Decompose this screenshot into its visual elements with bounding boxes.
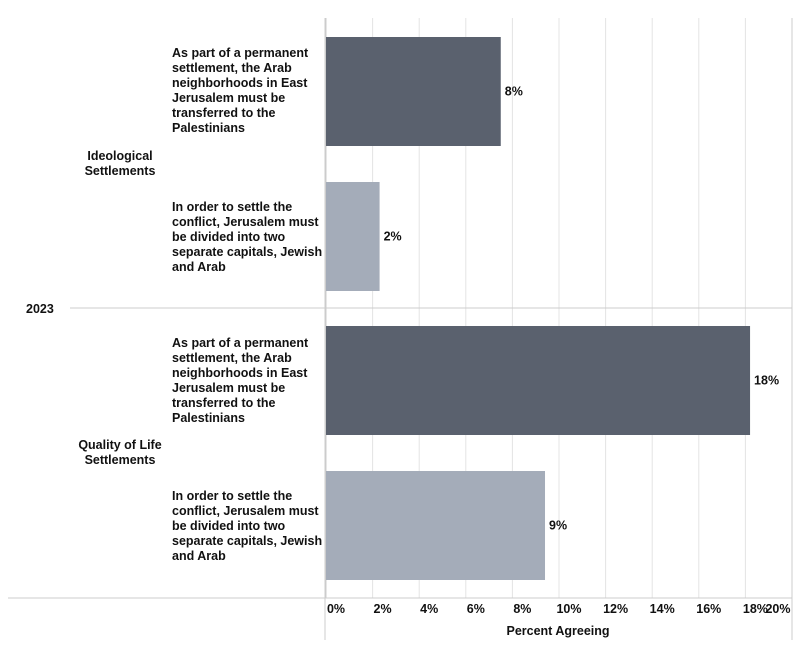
- x-tick-label: 2%: [373, 602, 392, 616]
- x-tick-label: 16%: [696, 602, 722, 616]
- x-tick-label: 0%: [326, 602, 346, 616]
- x-tick-label: 14%: [649, 602, 675, 616]
- x-tick-label: 12%: [603, 602, 629, 616]
- bar-label-1: As part of a permanent settlement, the A…: [172, 46, 309, 135]
- bar: [326, 37, 501, 146]
- group-label-ideological: Ideological Settlements: [84, 149, 156, 178]
- x-tick-label: 20%: [765, 602, 791, 616]
- x-tick-label: 10%: [556, 602, 582, 616]
- group-label-quality-of-life: Quality of Life Settlements: [78, 438, 162, 467]
- bar-data-label: 8%: [505, 85, 523, 99]
- x-axis-title: Percent Agreeing: [506, 624, 610, 638]
- bar: [326, 326, 751, 435]
- x-tick-label: 18%: [742, 602, 768, 616]
- x-tick-label: 6%: [466, 602, 485, 616]
- year-label: 2023: [26, 302, 54, 316]
- bar-data-label: 2%: [384, 230, 402, 244]
- bar-data-label: 18%: [754, 374, 779, 388]
- bar-data-label: 9%: [549, 519, 567, 533]
- bar: [326, 471, 546, 580]
- bar-label-4: In order to settle the conflict, Jerusal…: [172, 489, 323, 563]
- x-tick-label: 4%: [420, 602, 439, 616]
- bar: [326, 182, 380, 291]
- bar-label-3: As part of a permanent settlement, the A…: [172, 336, 309, 425]
- bar-label-2: In order to settle the conflict, Jerusal…: [172, 200, 323, 274]
- x-tick-label: 8%: [513, 602, 532, 616]
